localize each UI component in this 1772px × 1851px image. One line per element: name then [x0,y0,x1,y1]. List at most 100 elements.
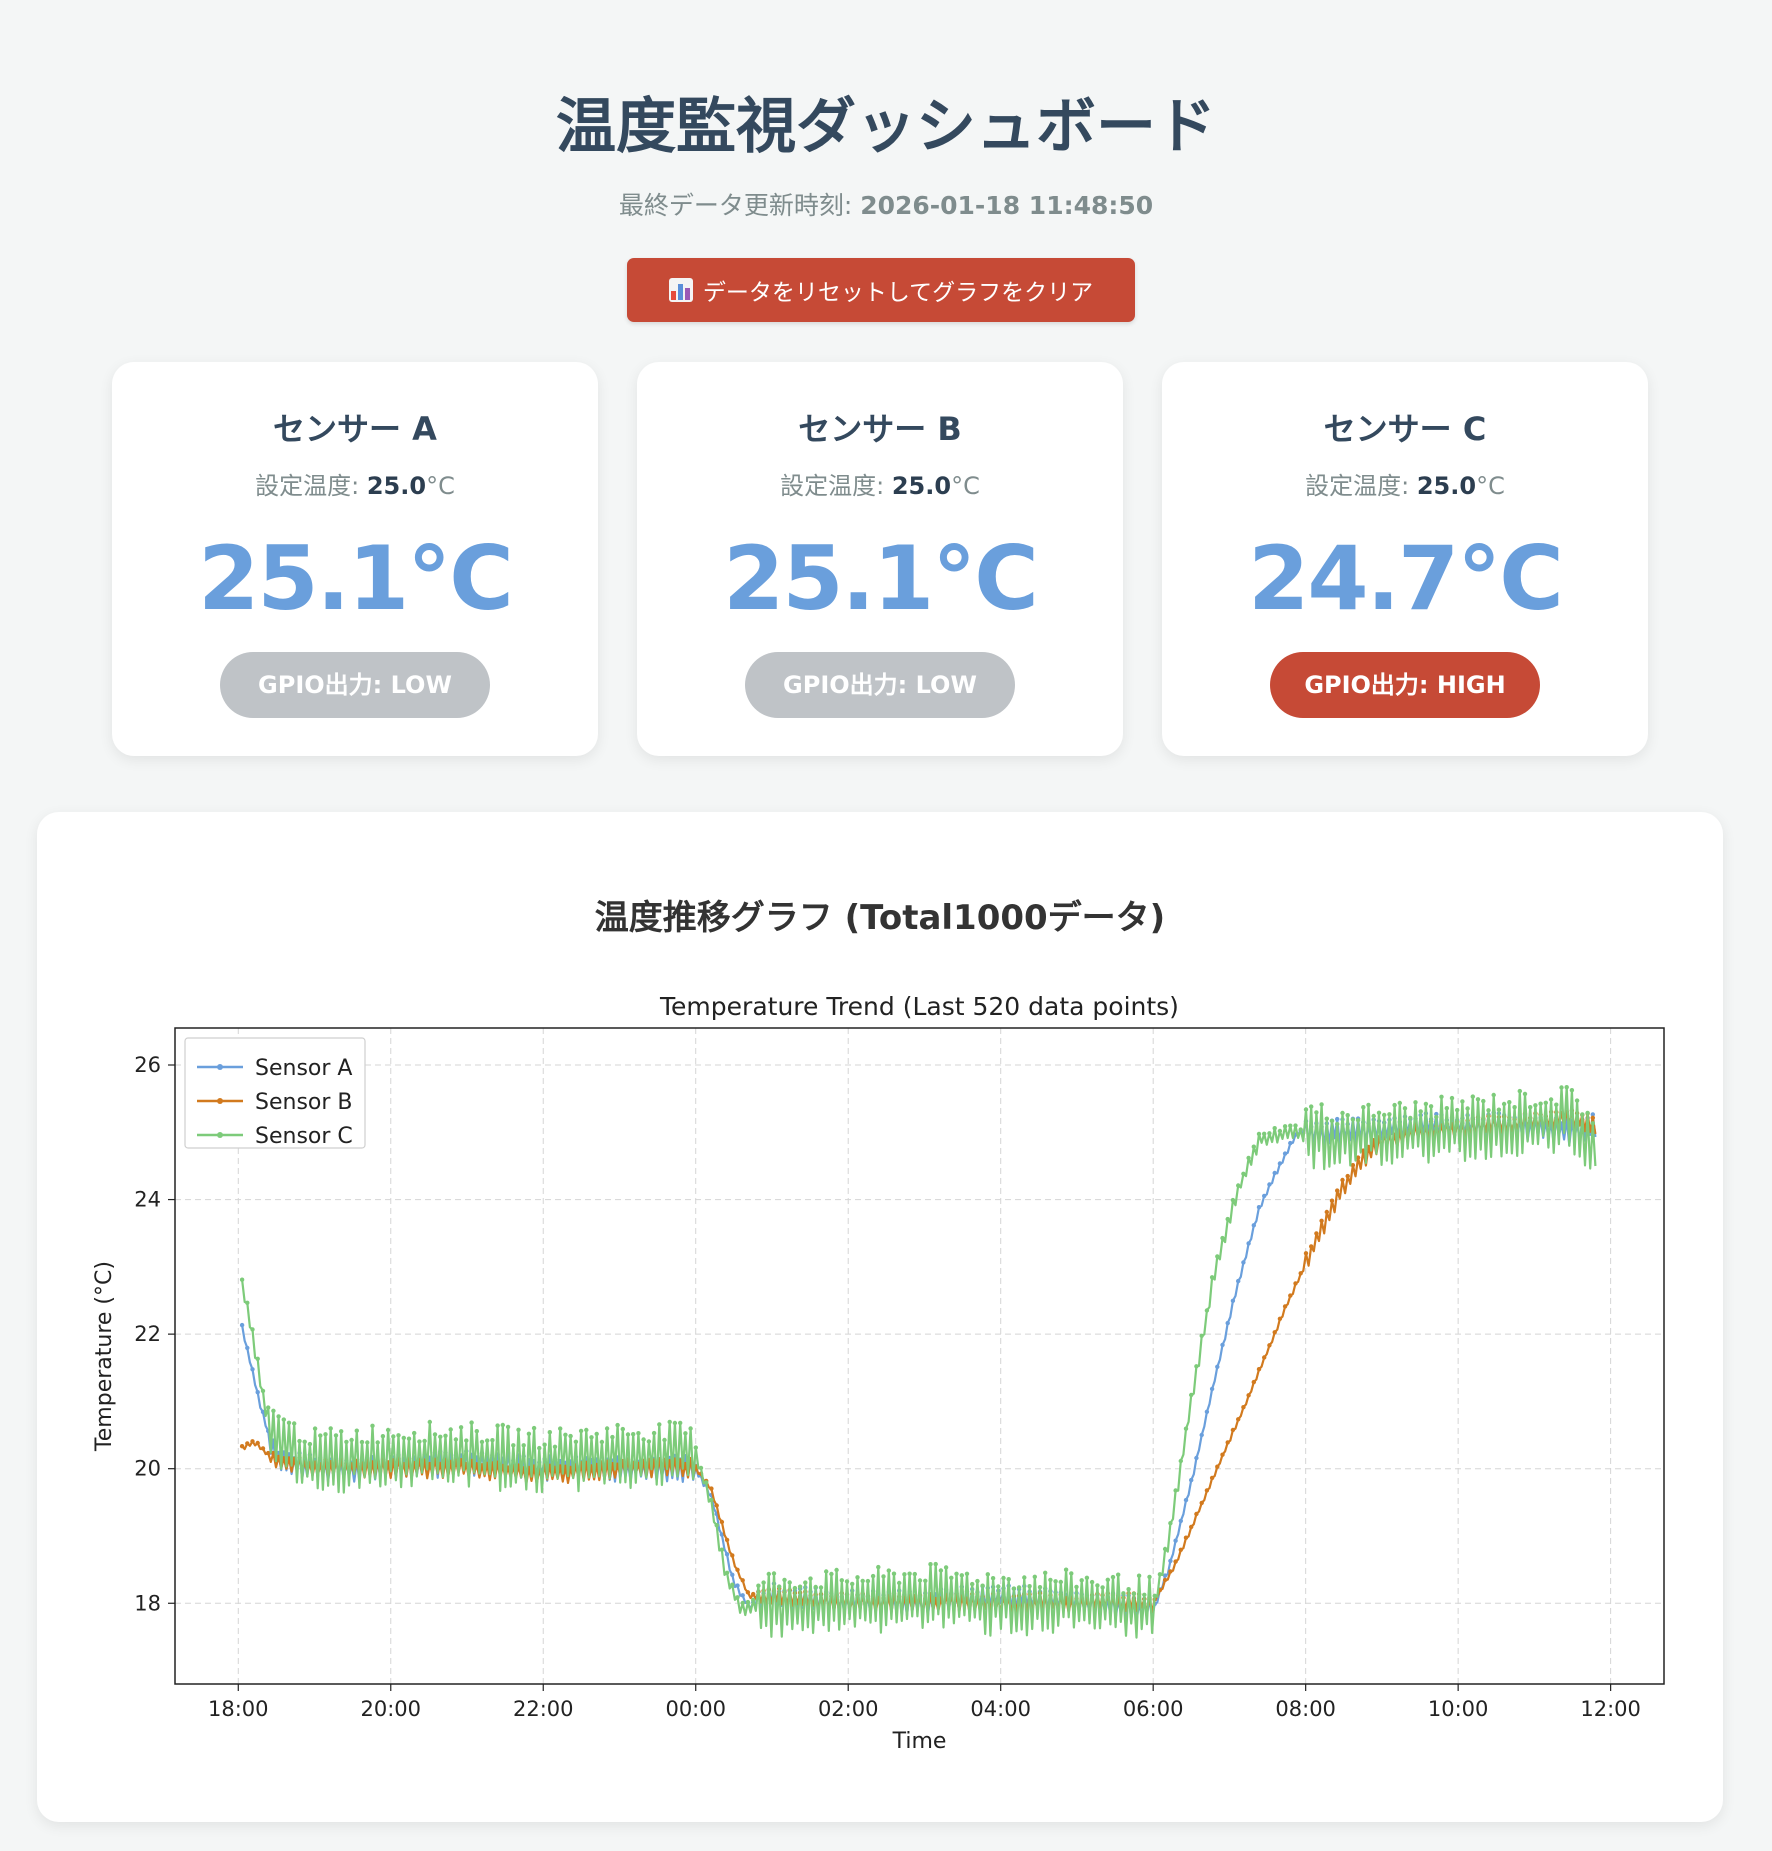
legend-marker [217,1064,223,1070]
data-point [1256,1131,1262,1137]
data-point [250,1327,255,1332]
data-point [1538,1101,1543,1106]
data-point [245,1345,250,1351]
data-point [1262,1193,1267,1199]
set-temperature-unit: °C [1476,472,1505,500]
chart-panel-heading: 温度推移グラフ (Total1000データ) [594,898,1166,938]
data-point [464,1438,469,1443]
data-point [1048,1577,1053,1583]
data-point [1100,1585,1105,1590]
data-point [1220,1342,1225,1348]
data-point [1199,1333,1204,1338]
data-point [1178,1458,1184,1464]
data-point [563,1432,568,1437]
data-point [1382,1112,1387,1118]
data-point [432,1432,438,1437]
data-point [719,1547,725,1552]
data-point [1006,1577,1011,1582]
data-point [1309,1104,1314,1109]
data-point [1189,1392,1194,1398]
data-point [323,1432,328,1437]
data-point [740,1593,745,1598]
data-point [730,1582,735,1587]
data-point [1324,1116,1330,1121]
data-point [1241,1171,1246,1176]
legend-label: Sensor B [255,1090,353,1115]
data-point [631,1432,636,1437]
data-point [599,1439,605,1445]
x-tick-label: 04:00 [970,1697,1031,1721]
data-point [1241,1260,1246,1265]
data-point [1199,1500,1204,1506]
data-point [1423,1101,1429,1107]
data-point [458,1425,464,1430]
data-point [1204,1409,1210,1414]
data-point [1408,1115,1413,1121]
data-point [714,1523,719,1528]
data-point [1288,1293,1293,1298]
data-point [1507,1100,1512,1105]
data-point [302,1439,307,1444]
data-point [307,1441,313,1447]
data-point [1209,1386,1215,1392]
data-point [1590,1115,1596,1120]
data-point [782,1577,787,1583]
data-point [985,1572,990,1577]
data-point [1277,1161,1283,1166]
set-temperature-value: 25.0 [366,472,427,500]
data-point [1481,1098,1486,1104]
set-temperature-label: 設定温度: [780,472,892,500]
data-point [276,1414,281,1419]
data-point [1470,1094,1476,1099]
data-point [797,1584,803,1589]
data-point [651,1430,657,1436]
sensor-card-title: センサー C [1323,410,1487,448]
data-point [1277,1128,1283,1134]
data-point [1293,1281,1298,1286]
data-point [1569,1088,1575,1093]
data-point [255,1440,260,1446]
data-point [443,1433,448,1438]
data-point [829,1571,834,1577]
data-point [745,1599,751,1605]
data-point [1564,1085,1569,1090]
data-point [333,1433,339,1438]
data-point [724,1570,730,1575]
data-point [1189,1477,1194,1483]
data-point [1533,1103,1538,1108]
data-point [370,1423,375,1428]
data-point [704,1480,709,1485]
data-point [380,1434,386,1439]
data-point [422,1438,427,1444]
data-point [625,1432,631,1437]
data-point [260,1446,266,1451]
data-point [438,1434,443,1439]
gpio-status-badge: GPIO出力: HIGH [1270,652,1540,718]
data-point [1288,1123,1293,1128]
data-point [996,1584,1001,1589]
data-point [1319,1218,1324,1223]
data-point [917,1578,923,1583]
data-point [1225,1216,1230,1222]
data-point [1309,1244,1314,1249]
legend-box [184,1037,366,1149]
data-point [740,1578,745,1583]
data-point [521,1443,526,1448]
data-point [1455,1107,1460,1113]
data-point [354,1428,359,1433]
data-point [610,1434,615,1440]
data-point [808,1576,813,1581]
set-temperature: 設定温度: 25.0°C [112,466,598,501]
data-point [1121,1591,1126,1596]
data-point [1204,1488,1210,1493]
set-temperature-value: 25.0 [1416,472,1477,500]
data-point [876,1564,881,1570]
data-point [1089,1579,1095,1585]
data-point [1298,1127,1303,1132]
data-point [255,1390,260,1395]
data-point [1267,1131,1272,1136]
temperature-trend-chart: 18:00 20:00 22:00 00:00 02:00 04:00 06:00 08:00… [92,992,1665,1754]
data-point [479,1439,485,1445]
data-point [589,1435,594,1440]
reset-data-button[interactable]: データをリセットしてグラフをクリア [627,258,1135,322]
